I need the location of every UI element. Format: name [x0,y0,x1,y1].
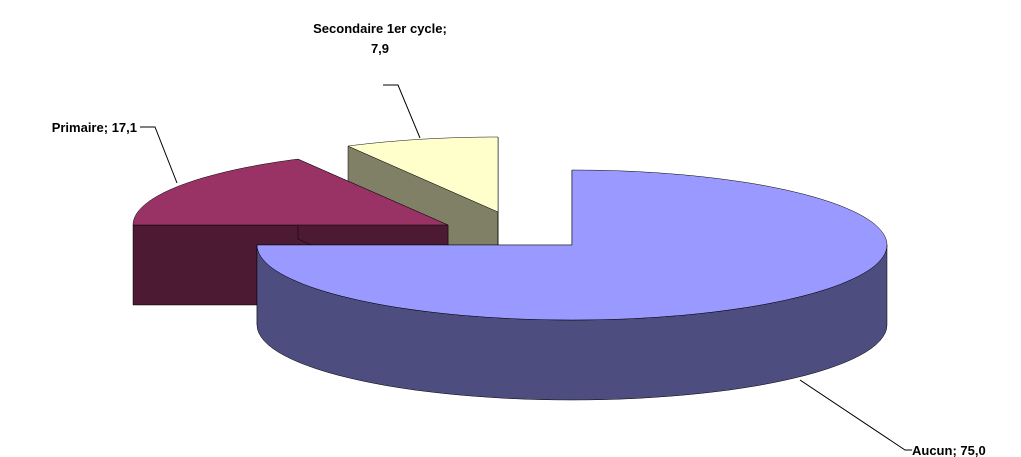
label-category: Primaire [52,120,104,135]
slice [256,169,888,321]
data-label: Primaire; 17,1 [52,120,137,135]
label-category: Secondaire 1er cycle [313,21,442,36]
label-value: 17,1 [112,120,137,135]
slices [132,136,888,401]
leader-line [799,379,912,451]
data-label: Secondaire 1er cycle; [313,21,447,36]
leader-line [383,84,421,139]
data-label: Aucun; 75,0 [912,443,986,457]
label-value: 7,9 [371,41,389,56]
label-category: Aucun [912,443,953,457]
slice [347,136,499,213]
data-label: 7,9 [371,41,389,56]
slice [132,158,449,226]
label-value: 75,0 [960,443,985,457]
leader-line [140,126,178,184]
